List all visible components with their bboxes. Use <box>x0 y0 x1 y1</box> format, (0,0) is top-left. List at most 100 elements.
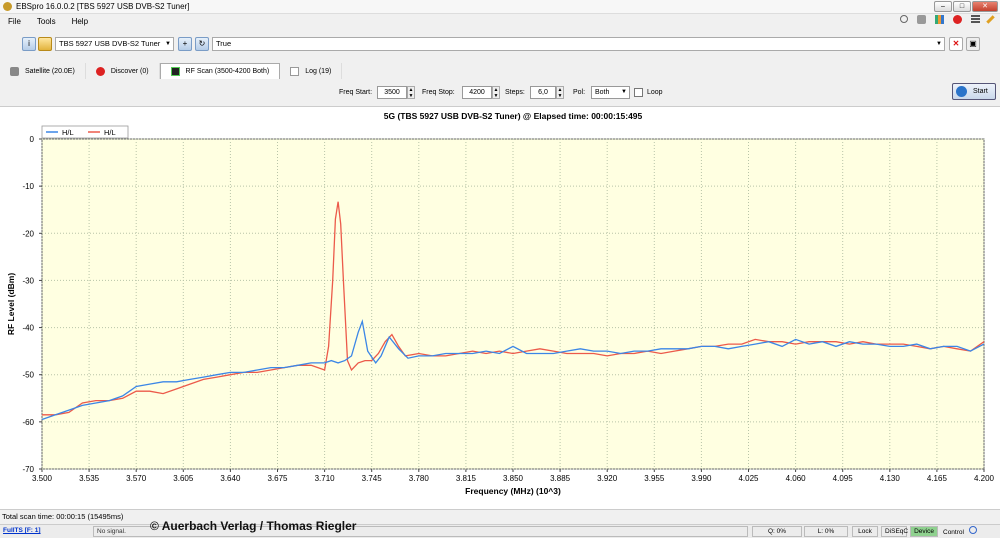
lock-indicator: Lock <box>852 526 878 537</box>
tab-discover[interactable]: Discover (0) <box>86 63 160 79</box>
freq-start-input[interactable]: 3500 <box>377 86 407 99</box>
search-icon[interactable] <box>900 15 908 23</box>
save-button[interactable]: ▣ <box>966 37 980 51</box>
x-tick-label: 3.780 <box>409 474 430 483</box>
x-tick-label: 3.570 <box>126 474 147 483</box>
tab-rf-scan[interactable]: RF Scan (3500-4200 Both) <box>159 63 281 79</box>
loop-label: Loop <box>647 89 663 96</box>
x-tick-label: 3.710 <box>315 474 336 483</box>
pol-label: Pol: <box>573 89 586 96</box>
pol-select[interactable]: Both ▼ <box>591 86 630 99</box>
x-tick-label: 4.130 <box>880 474 901 483</box>
tab-label: Discover (0) <box>110 67 149 75</box>
tab-label: RF Scan (3500-4200 Both) <box>185 68 270 75</box>
status-select[interactable]: True ▼ <box>212 37 945 51</box>
x-tick-label: 3.920 <box>597 474 618 483</box>
info-icon <box>968 526 977 534</box>
lock-button[interactable] <box>38 37 52 51</box>
pol-select-value: Both <box>595 89 610 96</box>
x-tick-label: 4.025 <box>738 474 759 483</box>
loop-checkbox[interactable] <box>634 88 643 97</box>
menu-file[interactable]: File <box>8 16 21 26</box>
fullts-link[interactable]: FullTS [F: 1] <box>3 527 41 534</box>
freq-stop-input[interactable]: 4200 <box>462 86 492 99</box>
signal-status: No signal. <box>93 526 748 537</box>
start-label: Start <box>973 88 988 95</box>
menu-bar: File Tools Help <box>0 14 1000 28</box>
menu-tools[interactable]: Tools <box>36 16 56 26</box>
steps-spinner[interactable]: ▲ ▼ <box>556 86 564 99</box>
scan-time-text: Total scan time: 00:00:15 (15495ms) <box>2 512 124 521</box>
x-tick-label: 3.745 <box>362 474 383 483</box>
scan-params: Freq Start: 3500 ▲ ▼ Freq Stop: 4200 ▲ ▼ S… <box>0 86 1000 100</box>
y-tick-label: 0 <box>30 135 35 144</box>
freq-start-label: Freq Start: <box>339 89 373 96</box>
y-axis-label: RF Level (dBm) <box>6 273 16 336</box>
add-button[interactable]: + <box>178 37 192 51</box>
satellite-icon <box>10 66 19 76</box>
refresh-button[interactable]: ↻ <box>195 37 209 51</box>
x-tick-label: 3.605 <box>173 474 194 483</box>
window-title: EBSpro 16.0.0.2 [TBS 5927 USB DVB-S2 Tun… <box>16 2 190 11</box>
clear-button[interactable]: ✕ <box>949 37 963 51</box>
diseqc-indicator: DiSEqC <box>881 526 908 537</box>
legend-label: H/L <box>62 128 74 137</box>
list-icon[interactable] <box>971 15 980 24</box>
x-axis-label: Frequency (MHz) (10^3) <box>465 486 561 496</box>
info-button[interactable]: i <box>22 37 36 51</box>
chevron-down-icon: ▼ <box>621 89 627 95</box>
tab-bar: Satellite (20.0E) Discover (0) RF Scan (… <box>0 62 1000 80</box>
steps-input[interactable]: 6,0 <box>530 86 556 99</box>
tab-satellite[interactable]: Satellite (20.0E) <box>0 63 86 79</box>
close-button[interactable]: ✕ <box>972 1 998 12</box>
rf-scan-chart: 3.500 3.535 3.570 3.605 3.640 3.675 3.710 3.745… <box>6 111 995 496</box>
y-tick-label: -70 <box>22 465 34 474</box>
x-tick-label: 3.640 <box>220 474 241 483</box>
y-tick-label: -50 <box>22 371 34 380</box>
tuner-select-value: TBS 5927 USB DVB-S2 Tuner <box>59 39 161 48</box>
y-tick-label: -10 <box>22 182 34 191</box>
chart-area: 3.500 3.535 3.570 3.605 3.640 3.675 3.710 3.745… <box>0 106 1000 510</box>
y-tick-label: -20 <box>22 229 34 238</box>
freq-start-spinner[interactable]: ▲ ▼ <box>407 86 415 99</box>
satellite-dish-icon[interactable] <box>917 15 926 24</box>
tuner-select[interactable]: TBS 5927 USB DVB-S2 Tuner ▼ <box>55 37 174 51</box>
minimize-button[interactable]: – <box>934 1 952 12</box>
x-tick-label: 3.675 <box>267 474 288 483</box>
legend-box <box>41 125 129 139</box>
watermark: © Auerbach Verlag / Thomas Riegler <box>150 519 357 533</box>
app-logo-icon <box>3 2 12 11</box>
steps-label: Steps: <box>505 89 525 96</box>
status-bar: FullTS [F: 1] No signal. Q: 0% L: 0% Loc… <box>0 524 1000 538</box>
series-line-l <box>42 201 985 416</box>
bar-chart-icon[interactable] <box>935 15 944 24</box>
maximize-button[interactable]: □ <box>953 1 971 12</box>
series-line-h <box>41 318 985 421</box>
x-tick-label: 4.060 <box>786 474 807 483</box>
y-tick-label: -60 <box>22 418 34 427</box>
start-button[interactable]: Start <box>952 83 996 100</box>
freq-stop-label: Freq Stop: <box>422 89 455 96</box>
control-menu[interactable]: Control <box>940 526 998 537</box>
tab-log[interactable]: Log (19) <box>280 63 343 79</box>
level-indicator: L: 0% <box>804 526 848 537</box>
tab-label: Satellite (20.0E) <box>25 67 75 75</box>
y-tick-label: -30 <box>22 276 34 285</box>
control-label: Control <box>943 529 964 536</box>
record-icon[interactable] <box>953 15 962 24</box>
chart-title: 5G (TBS 5927 USB DVB-S2 Tuner) @ Elapsed… <box>384 111 643 121</box>
chevron-down-icon: ▼ <box>165 41 171 47</box>
quality-indicator: Q: 0% <box>752 526 802 537</box>
legend-label: H/L <box>104 128 116 137</box>
toolbar-icons <box>900 15 995 24</box>
window-titlebar: EBSpro 16.0.0.2 [TBS 5927 USB DVB-S2 Tun… <box>0 0 1000 14</box>
menu-help[interactable]: Help <box>71 16 89 26</box>
y-tick-label: -40 <box>22 324 34 333</box>
toolbar: i TBS 5927 USB DVB-S2 Tuner ▼ + ↻ True ▼… <box>0 30 1000 58</box>
freq-stop-spinner[interactable]: ▲ ▼ <box>492 86 500 99</box>
heart-icon <box>95 66 105 76</box>
x-tick-label: 3.990 <box>691 474 712 483</box>
x-tick-label: 3.535 <box>79 474 100 483</box>
x-tick-label: 3.815 <box>456 474 477 483</box>
document-icon <box>290 66 300 76</box>
